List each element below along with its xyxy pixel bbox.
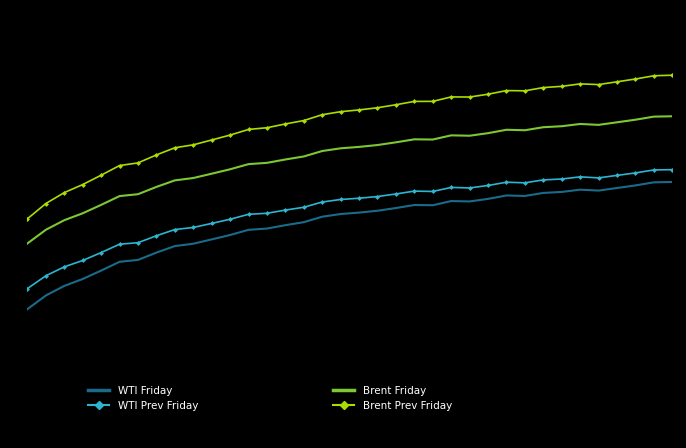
Legend: Brent Friday, Brent Prev Friday: Brent Friday, Brent Prev Friday: [329, 382, 456, 415]
